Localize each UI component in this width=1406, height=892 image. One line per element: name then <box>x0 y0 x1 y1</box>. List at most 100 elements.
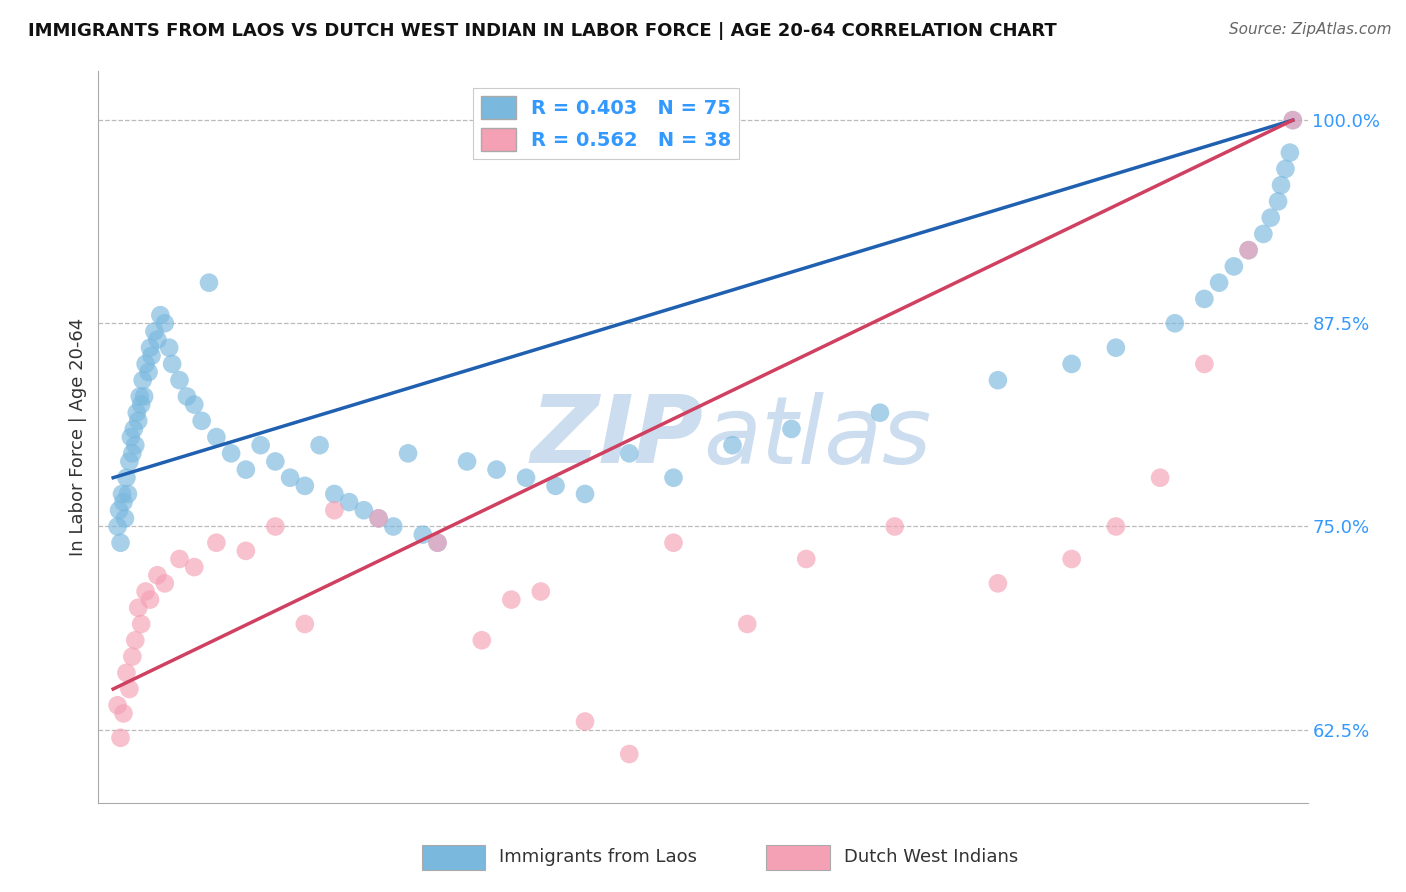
Point <box>883 519 905 533</box>
Point <box>485 462 508 476</box>
Point <box>131 373 153 387</box>
Point <box>353 503 375 517</box>
Point <box>1260 211 1282 225</box>
Point <box>1282 113 1305 128</box>
Point <box>111 487 134 501</box>
Point <box>1060 552 1083 566</box>
Point <box>1237 243 1260 257</box>
Point <box>135 357 157 371</box>
Point <box>1164 316 1187 330</box>
Text: atlas: atlas <box>703 392 931 483</box>
Point <box>107 698 129 713</box>
Point <box>125 406 148 420</box>
Point <box>112 706 135 721</box>
Point <box>198 276 221 290</box>
Point <box>112 495 135 509</box>
Point <box>1278 145 1301 160</box>
Text: Source: ZipAtlas.com: Source: ZipAtlas.com <box>1229 22 1392 37</box>
Point <box>323 503 346 517</box>
Point <box>176 389 198 403</box>
Point <box>367 511 389 525</box>
Point <box>143 325 166 339</box>
Point <box>146 333 169 347</box>
Point <box>1060 357 1083 371</box>
Point <box>426 535 449 549</box>
Point <box>157 341 180 355</box>
Point <box>138 365 160 379</box>
Point <box>115 665 138 680</box>
Text: ZIP: ZIP <box>530 391 703 483</box>
Point <box>367 511 389 525</box>
Point <box>190 414 212 428</box>
Point <box>149 308 172 322</box>
Text: IMMIGRANTS FROM LAOS VS DUTCH WEST INDIAN IN LABOR FORCE | AGE 20-64 CORRELATION: IMMIGRANTS FROM LAOS VS DUTCH WEST INDIA… <box>28 22 1057 40</box>
Point <box>139 341 162 355</box>
Point <box>294 479 316 493</box>
Point <box>619 747 641 761</box>
Point <box>108 503 131 517</box>
Point <box>169 373 191 387</box>
Point <box>139 592 162 607</box>
Point <box>264 519 287 533</box>
Point <box>1208 276 1230 290</box>
Point <box>129 617 152 632</box>
Point <box>544 479 567 493</box>
Point <box>117 487 139 501</box>
Point <box>619 446 641 460</box>
Text: Dutch West Indians: Dutch West Indians <box>844 848 1018 866</box>
Point <box>121 446 143 460</box>
Point <box>662 471 685 485</box>
Point <box>574 487 596 501</box>
Point <box>794 552 817 566</box>
Point <box>146 568 169 582</box>
Point <box>127 414 149 428</box>
Point <box>249 438 271 452</box>
Point <box>118 681 141 696</box>
Point <box>235 544 257 558</box>
Point <box>987 373 1010 387</box>
Point <box>574 714 596 729</box>
Point <box>118 454 141 468</box>
Point <box>219 446 242 460</box>
Point <box>205 535 228 549</box>
Text: Immigrants from Laos: Immigrants from Laos <box>499 848 697 866</box>
Point <box>205 430 228 444</box>
Point <box>134 389 156 403</box>
Point <box>1194 292 1216 306</box>
Point <box>278 471 301 485</box>
Point <box>169 552 191 566</box>
Point <box>382 519 405 533</box>
Point <box>1105 341 1128 355</box>
Point <box>122 422 145 436</box>
Point <box>735 617 758 632</box>
Point <box>1253 227 1275 241</box>
Point <box>160 357 183 371</box>
Point <box>107 519 129 533</box>
Point <box>135 584 157 599</box>
Point <box>129 398 152 412</box>
Point <box>124 633 146 648</box>
Point <box>1270 178 1292 193</box>
Point <box>987 576 1010 591</box>
Point <box>1237 243 1260 257</box>
Point <box>337 495 360 509</box>
Point <box>183 560 205 574</box>
Point <box>471 633 494 648</box>
Point <box>780 422 803 436</box>
Point <box>124 438 146 452</box>
Point <box>501 592 523 607</box>
Point <box>869 406 891 420</box>
Point <box>120 430 142 444</box>
Point <box>127 600 149 615</box>
Point <box>294 617 316 632</box>
Point <box>1194 357 1216 371</box>
Point <box>121 649 143 664</box>
Point <box>323 487 346 501</box>
Point <box>110 731 132 745</box>
Point <box>1274 161 1296 176</box>
Point <box>662 535 685 549</box>
Point <box>530 584 553 599</box>
Point <box>515 471 537 485</box>
Legend: R = 0.403   N = 75, R = 0.562   N = 38: R = 0.403 N = 75, R = 0.562 N = 38 <box>472 88 740 159</box>
Point <box>235 462 257 476</box>
